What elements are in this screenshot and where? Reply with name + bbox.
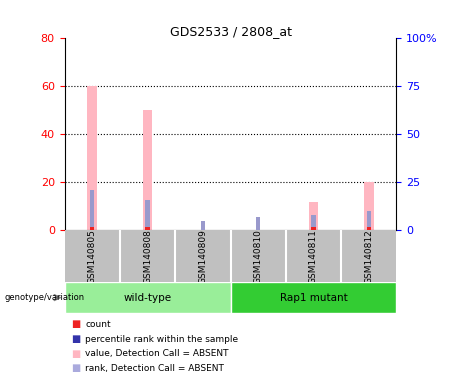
Text: ■: ■ bbox=[71, 334, 81, 344]
Text: GSM140812: GSM140812 bbox=[364, 229, 373, 284]
Bar bbox=[87, 86, 97, 230]
Bar bbox=[145, 200, 150, 230]
Bar bbox=[90, 227, 95, 230]
Text: percentile rank within the sample: percentile rank within the sample bbox=[85, 334, 238, 344]
Bar bbox=[90, 190, 95, 230]
Text: Rap1 mutant: Rap1 mutant bbox=[280, 293, 347, 303]
Bar bbox=[65, 282, 230, 313]
Bar bbox=[201, 221, 205, 230]
Text: ■: ■ bbox=[71, 349, 81, 359]
Text: ■: ■ bbox=[71, 319, 81, 329]
Text: rank, Detection Call = ABSENT: rank, Detection Call = ABSENT bbox=[85, 364, 224, 373]
Bar bbox=[364, 182, 374, 230]
Text: GSM140809: GSM140809 bbox=[198, 229, 207, 284]
Bar bbox=[308, 202, 319, 230]
Text: count: count bbox=[85, 320, 111, 329]
Bar bbox=[366, 227, 371, 230]
Bar bbox=[366, 211, 371, 230]
Bar bbox=[230, 282, 396, 313]
Text: genotype/variation: genotype/variation bbox=[5, 293, 85, 302]
Text: GSM140805: GSM140805 bbox=[88, 229, 97, 284]
Text: GSM140810: GSM140810 bbox=[254, 229, 263, 284]
Bar bbox=[311, 215, 316, 230]
Text: GDS2533 / 2808_at: GDS2533 / 2808_at bbox=[170, 25, 291, 38]
Bar bbox=[145, 227, 150, 230]
Bar bbox=[142, 111, 153, 230]
Bar bbox=[256, 217, 260, 230]
Text: value, Detection Call = ABSENT: value, Detection Call = ABSENT bbox=[85, 349, 229, 358]
Text: ■: ■ bbox=[71, 363, 81, 373]
Text: GSM140811: GSM140811 bbox=[309, 229, 318, 284]
Bar bbox=[311, 227, 316, 230]
Text: GSM140808: GSM140808 bbox=[143, 229, 152, 284]
Text: wild-type: wild-type bbox=[124, 293, 171, 303]
